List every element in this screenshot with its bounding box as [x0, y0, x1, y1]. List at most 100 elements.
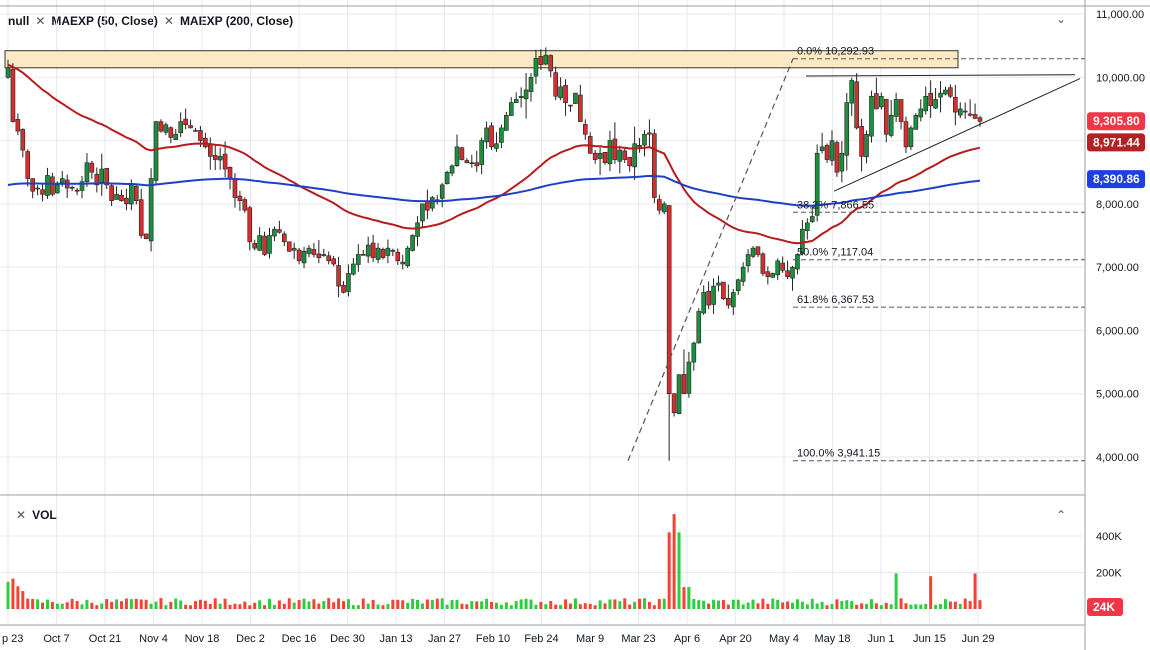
candle-body: [148, 178, 154, 242]
candle-body: [346, 273, 351, 292]
candle-body: [40, 189, 45, 195]
volume-bar: [100, 603, 104, 609]
candle-body: [15, 119, 21, 132]
volume-bar: [884, 602, 888, 609]
volume-bar: [746, 602, 750, 609]
ma200-line: [7, 174, 981, 207]
volume-bar: [593, 605, 597, 609]
candle-body: [726, 297, 731, 306]
candle-body: [844, 102, 850, 156]
candle-body: [933, 99, 938, 109]
volume-bar: [26, 598, 30, 609]
candle-body: [938, 92, 943, 98]
candle-body: [395, 251, 401, 262]
candle-body: [573, 92, 578, 104]
time-axis-label: Jan 27: [428, 633, 461, 645]
candle-body: [691, 342, 697, 363]
volume-bar: [830, 604, 834, 609]
time-axis-label: Jun 29: [961, 633, 994, 645]
candle-body: [504, 114, 509, 131]
volume-bar: [682, 587, 686, 609]
candle-body: [972, 114, 978, 119]
candle-body: [380, 249, 386, 258]
candle-body: [454, 146, 460, 167]
remove-ma200-icon[interactable]: ✕: [163, 14, 174, 28]
remove-ma50-icon[interactable]: ✕: [35, 14, 46, 28]
symbol-name[interactable]: null: [8, 14, 30, 28]
candle-body: [686, 361, 692, 394]
volume-bar: [564, 599, 568, 609]
time-axis-label: Dec 2: [236, 633, 265, 645]
volume-bar: [662, 598, 666, 609]
candle-body: [681, 374, 687, 395]
remove-volume-icon[interactable]: ✕: [16, 508, 27, 522]
volume-bar: [791, 602, 795, 609]
volume-bar: [850, 601, 854, 609]
fib-level-label: 38.2% 7,866.55: [797, 199, 874, 211]
volume-collapse-chevron-up-icon[interactable]: ⌃: [1056, 508, 1067, 522]
candle-body: [484, 127, 489, 143]
candle-body: [291, 247, 297, 251]
volume-bar: [524, 598, 528, 609]
candle-body: [617, 149, 623, 162]
ma50-badge: 8,971.44: [1093, 135, 1140, 149]
volume-bar: [70, 598, 74, 609]
candle-body: [849, 80, 855, 104]
volume-bar: [539, 601, 543, 609]
candle-body: [198, 130, 203, 141]
candle-body: [5, 67, 11, 78]
volume-bar: [425, 599, 429, 609]
time-axis-label: Nov 4: [139, 633, 168, 645]
volume-bar: [302, 598, 306, 609]
candle-body: [568, 104, 573, 107]
volume-legend-label[interactable]: VOL: [32, 508, 57, 522]
candle-body: [627, 156, 632, 167]
candle-body: [316, 253, 322, 258]
volume-bar: [465, 604, 469, 609]
volume-bar: [968, 601, 972, 609]
volume-bar: [85, 599, 89, 609]
volume-bar: [687, 587, 691, 609]
candle-body: [321, 254, 327, 256]
candle-body: [666, 205, 672, 395]
volume-bar: [75, 600, 79, 609]
collapse-chevron-down-icon[interactable]: ⌄: [1056, 12, 1067, 26]
ma200-legend-label[interactable]: MAEXP (200, Close): [179, 14, 294, 28]
volume-bar: [203, 600, 207, 609]
volume-bar: [499, 604, 503, 609]
candle-body: [400, 261, 406, 265]
volume-bar: [36, 599, 40, 609]
volume-bar: [721, 600, 725, 609]
candle-body: [874, 93, 879, 110]
candle-body: [173, 133, 179, 140]
volume-bar: [786, 601, 790, 609]
candle-body: [35, 187, 40, 190]
candle-body: [553, 72, 558, 97]
volume-bar: [455, 599, 459, 609]
candle-body: [207, 144, 213, 157]
candle-body: [809, 216, 815, 222]
volume-bar: [154, 601, 158, 609]
candle-body: [701, 292, 706, 314]
volume-bar: [583, 603, 587, 609]
candle-body: [563, 85, 568, 103]
candle-body: [785, 270, 790, 277]
candle-body: [459, 147, 465, 160]
volume-bar: [845, 600, 849, 609]
candle-body: [775, 260, 781, 276]
candle-body: [262, 235, 267, 255]
volume-bar: [332, 602, 336, 609]
time-axis-label: Dec 16: [282, 633, 317, 645]
volume-bar: [485, 598, 489, 609]
candle-body: [129, 184, 134, 205]
volume-bar: [825, 605, 829, 609]
volume-bar: [174, 598, 178, 609]
volume-bar: [416, 599, 420, 609]
time-axis-label: Apr 20: [719, 633, 751, 645]
volume-bar: [943, 599, 947, 609]
candle-body: [227, 166, 233, 179]
candle-body: [237, 195, 243, 201]
volume-bar: [958, 603, 962, 609]
candle-body: [242, 199, 248, 211]
